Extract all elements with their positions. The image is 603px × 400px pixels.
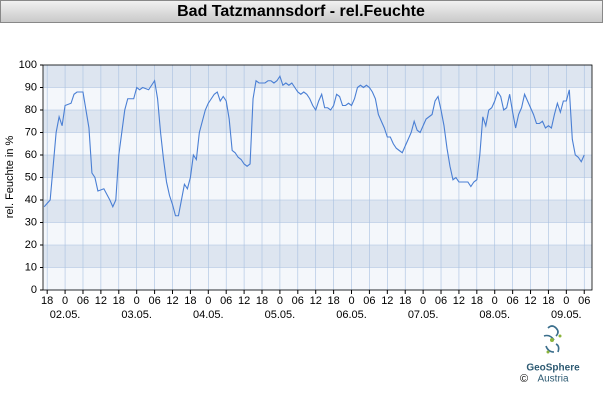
x-tick-label: 18 <box>542 295 554 307</box>
y-tick-label: 0 <box>31 284 37 296</box>
date-label: 03.05. <box>121 309 152 321</box>
y-tick-label: 40 <box>25 194 37 206</box>
date-label: 05.05. <box>265 309 296 321</box>
date-label: 02.05. <box>50 309 81 321</box>
grid-band <box>43 155 592 178</box>
x-tick-label: 06 <box>507 295 519 307</box>
date-label: 08.05. <box>479 309 510 321</box>
y-tick-label: 50 <box>25 171 37 183</box>
x-tick-label: 12 <box>453 295 465 307</box>
x-tick-label: 06 <box>77 295 89 307</box>
x-tick-label: 18 <box>41 295 53 307</box>
x-tick-label: 18 <box>256 295 268 307</box>
x-tick-label: 0 <box>62 295 68 307</box>
date-label: 09.05. <box>551 309 582 321</box>
y-tick-label: 60 <box>25 149 37 161</box>
x-tick-label: 06 <box>148 295 160 307</box>
x-tick-label: 18 <box>327 295 339 307</box>
chart-title: Bad Tatzmannsdorf - rel.Feuchte <box>177 3 425 20</box>
grid-band <box>43 65 592 88</box>
x-tick-label: 12 <box>166 295 178 307</box>
y-tick-label: 20 <box>25 239 37 251</box>
date-label: 07.05. <box>408 309 439 321</box>
date-label: 06.05. <box>336 309 367 321</box>
y-axis-label: rel. Feuchte in % <box>4 136 16 219</box>
x-tick-label: 18 <box>399 295 411 307</box>
date-label: 04.05. <box>193 309 224 321</box>
logo-name: GeoSphere <box>526 363 580 374</box>
x-tick-label: 0 <box>134 295 140 307</box>
data-line <box>43 75 585 217</box>
copyright: © <box>520 373 528 385</box>
x-tick-label: 0 <box>277 295 283 307</box>
x-tick-label: 12 <box>381 295 393 307</box>
x-tick-label: 12 <box>95 295 107 307</box>
x-tick-label: 12 <box>524 295 536 307</box>
plot-frame <box>42 64 593 291</box>
logo: GeoSphere Austria © <box>520 325 580 385</box>
y-tick-label: 100 <box>19 59 37 71</box>
x-tick-label: 06 <box>220 295 232 307</box>
y-tick-label: 70 <box>25 126 37 138</box>
x-tick-label: 06 <box>578 295 590 307</box>
x-tick-label: 06 <box>292 295 304 307</box>
x-tick-label: 18 <box>184 295 196 307</box>
y-tick-label: 30 <box>25 216 37 228</box>
x-tick-label: 0 <box>348 295 354 307</box>
x-tick-label: 12 <box>238 295 250 307</box>
y-tick-label: 10 <box>25 261 37 273</box>
grid-band <box>43 245 592 268</box>
x-tick-label: 0 <box>205 295 211 307</box>
x-tick-label: 06 <box>435 295 447 307</box>
x-tick-label: 0 <box>563 295 569 307</box>
grid-band <box>43 110 592 133</box>
x-tick-label: 18 <box>471 295 483 307</box>
x-tick-label: 0 <box>492 295 498 307</box>
y-tick-label: 80 <box>25 104 37 116</box>
x-tick-label: 12 <box>310 295 322 307</box>
x-tick-label: 06 <box>363 295 375 307</box>
x-tick-label: 0 <box>420 295 426 307</box>
x-tick-label: 18 <box>113 295 125 307</box>
y-tick-label: 90 <box>25 81 37 93</box>
grid-band <box>43 200 592 223</box>
logo-country: Austria <box>537 374 569 385</box>
